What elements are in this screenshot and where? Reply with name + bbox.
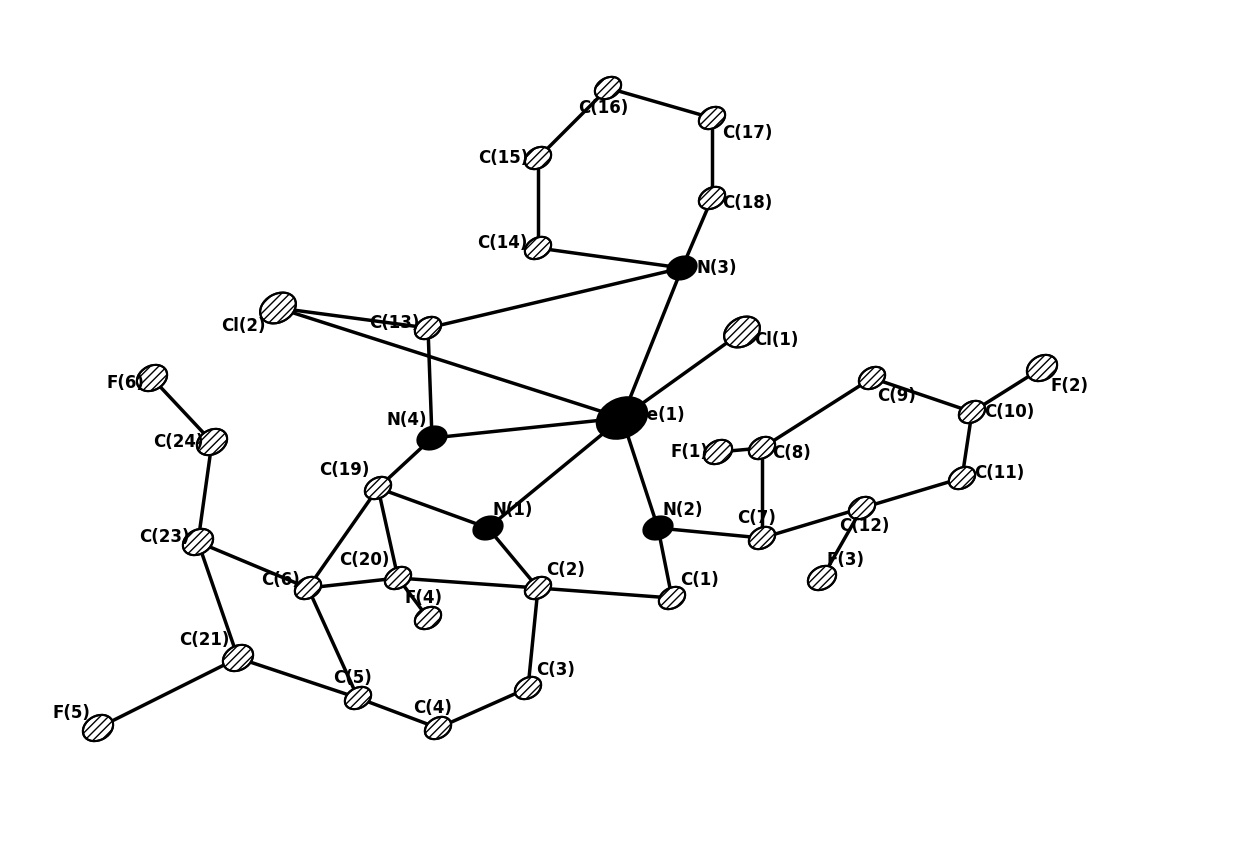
Text: C(4): C(4)	[414, 699, 453, 717]
Ellipse shape	[595, 77, 621, 99]
Text: C(5): C(5)	[334, 669, 372, 687]
Text: F(3): F(3)	[827, 551, 866, 569]
Ellipse shape	[1027, 354, 1056, 381]
Ellipse shape	[849, 497, 875, 519]
Text: C(6): C(6)	[262, 571, 300, 589]
Text: C(18): C(18)	[722, 194, 773, 212]
Ellipse shape	[704, 440, 732, 464]
Text: C(10): C(10)	[985, 403, 1034, 421]
Ellipse shape	[260, 293, 296, 323]
Ellipse shape	[525, 237, 551, 259]
Ellipse shape	[415, 316, 441, 339]
Ellipse shape	[83, 715, 113, 741]
Text: N(3): N(3)	[696, 259, 737, 277]
Ellipse shape	[749, 437, 775, 459]
Ellipse shape	[425, 717, 451, 739]
Ellipse shape	[223, 645, 253, 671]
Ellipse shape	[749, 527, 775, 549]
Text: C(23): C(23)	[139, 528, 190, 546]
Ellipse shape	[658, 587, 686, 609]
Text: C(15): C(15)	[477, 149, 528, 167]
Ellipse shape	[525, 576, 551, 599]
Ellipse shape	[859, 367, 885, 389]
Ellipse shape	[197, 429, 227, 455]
Ellipse shape	[415, 607, 441, 629]
Text: C(19): C(19)	[320, 461, 370, 479]
Text: C(20): C(20)	[340, 551, 391, 569]
Text: F(2): F(2)	[1050, 377, 1087, 395]
Ellipse shape	[644, 517, 672, 539]
Text: C(21): C(21)	[180, 631, 229, 649]
Text: C(3): C(3)	[536, 661, 575, 679]
Text: C(11): C(11)	[973, 464, 1024, 482]
Ellipse shape	[724, 316, 760, 348]
Text: Fe(1): Fe(1)	[636, 406, 684, 424]
Ellipse shape	[345, 687, 371, 709]
Ellipse shape	[295, 576, 321, 599]
Ellipse shape	[418, 426, 446, 450]
Text: C(16): C(16)	[578, 99, 629, 117]
Text: N(1): N(1)	[494, 501, 533, 519]
Text: Cl(1): Cl(1)	[754, 331, 799, 349]
Text: C(9): C(9)	[877, 387, 916, 405]
Text: C(2): C(2)	[546, 561, 585, 579]
Ellipse shape	[959, 401, 985, 423]
Text: C(12): C(12)	[838, 517, 889, 535]
Text: F(1): F(1)	[670, 443, 708, 461]
Text: C(8): C(8)	[773, 444, 811, 462]
Ellipse shape	[365, 477, 391, 499]
Text: F(6): F(6)	[107, 374, 144, 392]
Ellipse shape	[525, 147, 551, 169]
Text: C(7): C(7)	[738, 509, 776, 527]
Ellipse shape	[598, 398, 647, 438]
Text: Cl(2): Cl(2)	[222, 317, 267, 335]
Ellipse shape	[699, 187, 725, 209]
Ellipse shape	[515, 677, 541, 699]
Text: C(13): C(13)	[370, 314, 420, 332]
Ellipse shape	[808, 565, 836, 590]
Ellipse shape	[667, 257, 697, 279]
Ellipse shape	[184, 529, 213, 555]
Ellipse shape	[949, 467, 975, 490]
Text: N(2): N(2)	[663, 501, 703, 519]
Text: F(4): F(4)	[404, 589, 441, 607]
Text: C(1): C(1)	[680, 571, 719, 589]
Text: C(14): C(14)	[477, 234, 528, 252]
Text: N(4): N(4)	[387, 411, 427, 429]
Text: F(5): F(5)	[52, 704, 91, 722]
Text: C(24): C(24)	[154, 433, 205, 451]
Ellipse shape	[699, 107, 725, 129]
Ellipse shape	[136, 365, 167, 391]
Ellipse shape	[474, 517, 502, 539]
Text: C(17): C(17)	[722, 124, 773, 142]
Ellipse shape	[384, 567, 412, 589]
